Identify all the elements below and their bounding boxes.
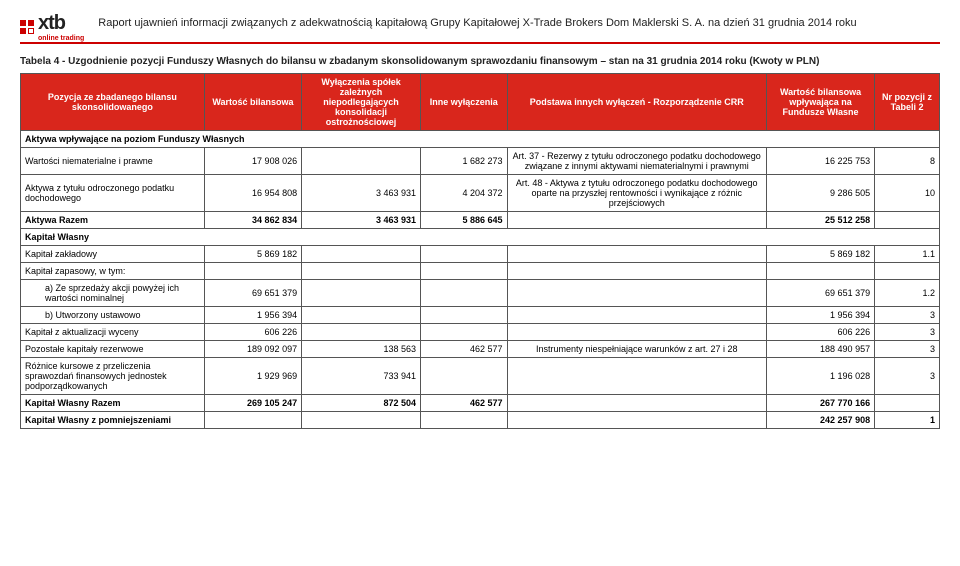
section-row: Kapitał Własny <box>21 229 940 246</box>
table-row: b) Utworzony ustawowo1 956 3941 956 3943 <box>21 307 940 324</box>
table-row: Aktywa Razem34 862 8343 463 9315 886 645… <box>21 212 940 229</box>
table-row: Aktywa z tytułu odroczonego podatku doch… <box>21 175 940 212</box>
col-header-basis: Podstawa innych wyłączeń - Rozporządzeni… <box>507 74 766 131</box>
col-header-other: Inne wyłączenia <box>421 74 507 131</box>
row-label: Różnice kursowe z przeliczenia sprawozda… <box>21 358 205 395</box>
table-row: Kapitał zakładowy5 869 1825 869 1821.1 <box>21 246 940 263</box>
section-row: Aktywa wpływające na poziom Funduszy Wła… <box>21 131 940 148</box>
row-label: Kapitał zakładowy <box>21 246 205 263</box>
row-label: a) Ze sprzedaży akcji powyżej ich wartoś… <box>21 280 205 307</box>
table-row: Wartości niematerialne i prawne17 908 02… <box>21 148 940 175</box>
col-header-value: Wartość bilansowa <box>204 74 301 131</box>
row-label: Kapitał zapasowy, w tym: <box>21 263 205 280</box>
row-label: Wartości niematerialne i prawne <box>21 148 205 175</box>
section-label: Aktywa wpływające na poziom Funduszy Wła… <box>21 131 940 148</box>
row-basis <box>507 307 766 324</box>
row-basis <box>507 212 766 229</box>
row-basis: Art. 48 - Aktywa z tytułu odroczonego po… <box>507 175 766 212</box>
row-basis <box>507 358 766 395</box>
row-basis: Art. 37 - Rezerwy z tytułu odroczonego p… <box>507 148 766 175</box>
table-row: Pozostałe kapitały rezerwowe189 092 0971… <box>21 341 940 358</box>
row-basis <box>507 412 766 429</box>
row-basis <box>507 395 766 412</box>
col-header-position: Pozycja ze zbadanego bilansu skonsolidow… <box>21 74 205 131</box>
row-label: Kapitał Własny Razem <box>21 395 205 412</box>
row-label: b) Utworzony ustawowo <box>21 307 205 324</box>
col-header-fund: Wartość bilansowa wpływająca na Fundusze… <box>766 74 874 131</box>
row-label: Kapitał z aktualizacji wyceny <box>21 324 205 341</box>
row-basis <box>507 280 766 307</box>
table-row: Kapitał Własny Razem269 105 247872 50446… <box>21 395 940 412</box>
row-label: Pozostałe kapitały rezerwowe <box>21 341 205 358</box>
document-title: Raport ujawnień informacji związanych z … <box>98 12 940 30</box>
document-page: xtb online trading Raport ujawnień infor… <box>0 0 960 441</box>
row-basis <box>507 324 766 341</box>
row-label: Aktywa z tytułu odroczonego podatku doch… <box>21 175 205 212</box>
table-header-row: Pozycja ze zbadanego bilansu skonsolidow… <box>21 74 940 131</box>
col-header-exclusions: Wyłączenia spółek zależnych niepodlegają… <box>302 74 421 131</box>
row-label: Aktywa Razem <box>21 212 205 229</box>
table-row: a) Ze sprzedaży akcji powyżej ich wartoś… <box>21 280 940 307</box>
row-basis: Instrumenty niespełniające warunków z ar… <box>507 341 766 358</box>
logo-text: xtb <box>38 12 84 35</box>
col-header-nr: Nr pozycji z Tabeli 2 <box>875 74 940 131</box>
table-row: Kapitał zapasowy, w tym: <box>21 263 940 280</box>
table-row: Różnice kursowe z przeliczenia sprawozda… <box>21 358 940 395</box>
table-row: Kapitał Własny z pomniejszeniami242 257 … <box>21 412 940 429</box>
row-basis <box>507 263 766 280</box>
logo-subtitle: online trading <box>38 35 84 42</box>
financial-table: Pozycja ze zbadanego bilansu skonsolidow… <box>20 73 940 429</box>
row-label: Kapitał Własny z pomniejszeniami <box>21 412 205 429</box>
row-basis <box>507 246 766 263</box>
document-header: xtb online trading Raport ujawnień infor… <box>20 12 940 44</box>
logo: xtb online trading <box>20 12 84 42</box>
table-row: Kapitał z aktualizacji wyceny606 226606 … <box>21 324 940 341</box>
section-label: Kapitał Własny <box>21 229 940 246</box>
table-title: Tabela 4 - Uzgodnienie pozycji Funduszy … <box>20 56 940 67</box>
